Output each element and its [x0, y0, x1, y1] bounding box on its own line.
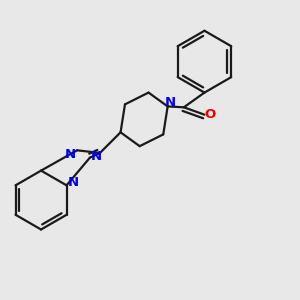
Text: N: N — [164, 96, 175, 110]
Text: N: N — [68, 176, 79, 190]
Text: N: N — [65, 148, 76, 161]
Text: O: O — [204, 108, 215, 121]
Text: N: N — [91, 150, 102, 163]
